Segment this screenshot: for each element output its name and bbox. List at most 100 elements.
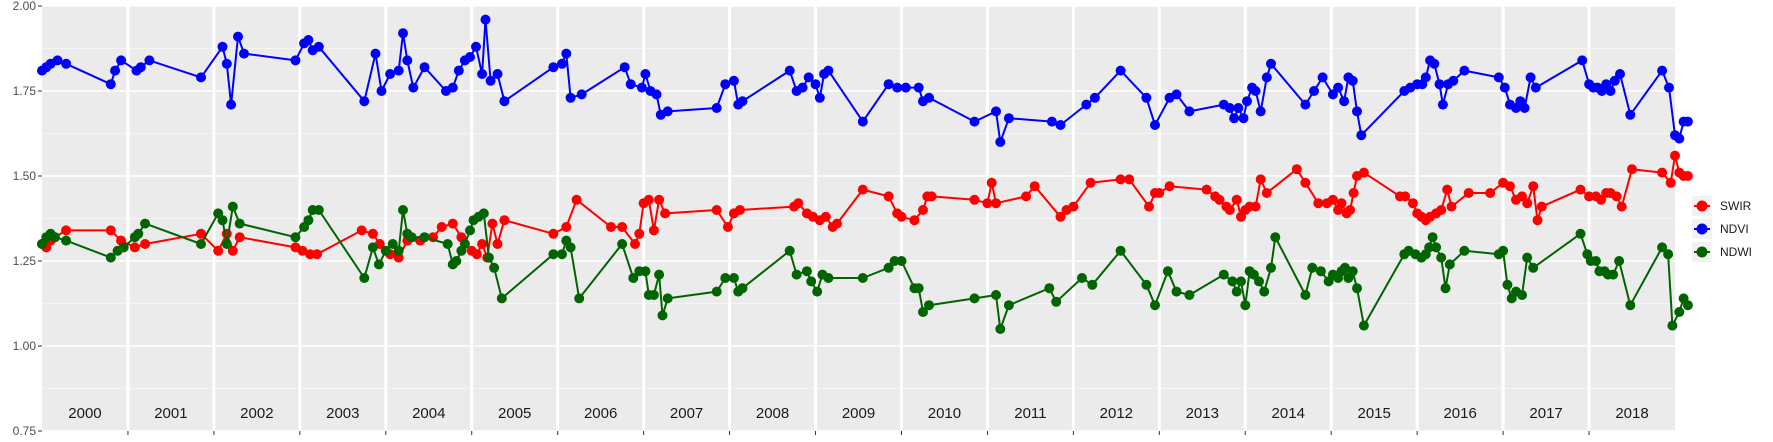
data-point [657,310,668,321]
data-point [1266,58,1276,69]
data-point [398,28,408,39]
data-point [398,205,408,215]
year-panel-labels: 2000 2001 2002 2003 2004 2005 2006 2007 2008 2009… [68,405,1648,422]
data-point [913,283,924,294]
data-point [1498,245,1509,256]
data-point [1254,276,1264,287]
y-axis: 0.75 1.00 1.25 1.50 1.75 2.00 [13,0,1590,438]
data-point [1657,167,1668,178]
data-point [1664,82,1674,93]
data-point [1087,279,1098,290]
data-point [1611,191,1622,202]
data-point [1663,249,1674,260]
data-point [313,205,324,215]
data-point [857,184,868,195]
legend-item-ndvi: NDVI [1692,219,1749,239]
data-point [1003,113,1014,124]
data-point [571,194,582,205]
y-tick-label: 0.75 [13,424,37,438]
data-point [995,324,1006,334]
data-point [1590,256,1601,266]
data-point [812,286,823,297]
data-point [1444,259,1455,270]
series-ndwi [37,201,1693,334]
data-point [1522,198,1533,209]
data-point [1614,256,1625,266]
data-point [720,79,731,90]
year-label: 2005 [498,405,531,422]
data-point [1352,283,1362,294]
data-point [711,103,722,113]
year-label: 2009 [842,405,875,422]
data-point [385,69,396,79]
data-point [217,41,228,52]
data-point [991,290,1001,300]
data-point [1300,290,1311,300]
data-point [297,245,308,256]
data-point [1463,188,1474,198]
data-point [1528,181,1539,192]
data-point [1437,99,1448,110]
data-point [1339,96,1350,107]
data-point [290,55,301,66]
data-point [1352,106,1362,117]
data-point [217,215,228,226]
data-point [784,65,795,76]
data-point [1044,283,1055,294]
year-label: 2013 [1186,405,1219,422]
data-point [1536,201,1547,212]
data-point [896,211,907,222]
data-point [487,218,498,229]
data-point [1003,300,1014,311]
data-point [1532,215,1543,226]
data-point [883,191,894,202]
y-tick-label: 1.00 [13,339,37,353]
data-point [489,262,500,273]
data-point [1682,171,1693,181]
data-point [548,62,559,73]
data-point [969,116,980,127]
data-point [889,256,900,266]
data-point [995,137,1006,147]
data-point [1021,191,1032,202]
data-point [402,55,413,66]
legend-key-point [1696,200,1708,212]
data-point [1616,201,1627,212]
data-point [1519,103,1530,113]
data-point [1517,191,1527,202]
data-point [144,55,155,66]
data-point [1089,92,1100,103]
y-tick-label: 1.25 [13,254,37,268]
data-point [419,232,430,243]
data-point [640,69,651,79]
data-point [1270,232,1281,243]
y-tick-label: 1.75 [13,84,37,98]
data-point [557,249,567,260]
data-point [1657,242,1668,253]
data-point [1227,276,1238,287]
data-point [820,211,831,222]
data-point [640,266,651,277]
year-label: 2016 [1443,405,1476,422]
data-point [1115,245,1126,256]
data-point [221,228,232,239]
data-point [61,225,72,236]
data-point [857,116,868,127]
year-label: 2012 [1100,405,1133,422]
data-point [221,239,232,249]
data-point [1313,198,1324,209]
year-label: 2017 [1529,405,1562,422]
legend-label: NDWI [1720,245,1752,259]
data-point [991,198,1001,209]
data-point [1424,242,1435,253]
data-point [628,273,639,283]
data-point [1224,103,1235,113]
data-point [1448,75,1459,86]
data-point [803,72,814,83]
data-point [619,62,630,73]
data-point [1358,167,1369,178]
data-point [924,300,934,311]
data-point [565,242,576,253]
data-point [312,249,322,260]
